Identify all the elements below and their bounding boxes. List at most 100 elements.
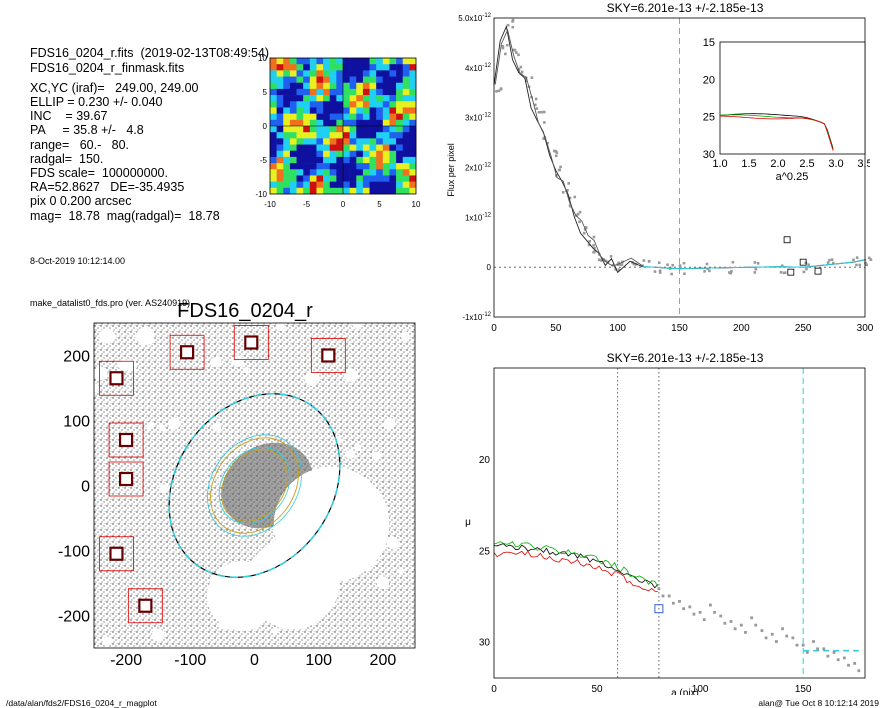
heatmap-cell <box>356 58 364 65</box>
heatmap-cell <box>409 64 417 71</box>
sb-xlabel: a (pix) <box>671 688 699 695</box>
heatmap-cell <box>316 101 324 108</box>
heatmap-cell <box>276 156 284 164</box>
flux-point <box>633 263 637 266</box>
flux-xtick: 100 <box>609 323 626 334</box>
flux-point <box>731 260 735 264</box>
flux-point <box>576 212 580 216</box>
heatmap-cell <box>336 132 344 139</box>
flux-point <box>534 97 538 101</box>
heatmap-cell <box>329 64 337 71</box>
heatmap-cell <box>270 70 277 77</box>
sb-point <box>667 594 671 598</box>
heatmap-cell <box>296 163 304 170</box>
heatmap-cell <box>356 76 364 84</box>
heatmap-cell <box>349 132 357 139</box>
flux-point <box>582 231 586 235</box>
info-line: INC = 39.67 <box>30 109 108 124</box>
heatmap-cell <box>276 163 284 170</box>
mask-blob <box>321 577 333 589</box>
heatmap-cell <box>303 58 311 65</box>
heatmap-cell <box>349 138 357 145</box>
heatmap-cell <box>289 95 297 102</box>
heatmap-cell <box>356 175 364 182</box>
inset-frame <box>719 41 866 155</box>
heatmap-cell <box>270 95 277 102</box>
sb-point <box>729 620 733 623</box>
heatmap-cell <box>356 181 364 189</box>
heatmap-cell <box>270 113 277 121</box>
galaxy-image-chart: FDS16_0204_r -200 -100 0 100 2002001000-100-… <box>58 300 416 669</box>
sb-point <box>682 607 686 611</box>
heatmap-cell <box>376 163 384 170</box>
mask-blob <box>278 601 286 608</box>
heatmap-cell <box>349 58 357 65</box>
info-line: FDS scale= 100000000. <box>30 166 168 181</box>
heatmap-ytick: -10 <box>255 190 267 199</box>
heatmap-cell <box>349 95 357 102</box>
sb-xtick: 150 <box>795 684 812 695</box>
flux-point <box>779 270 783 274</box>
heatmap-cell <box>356 64 364 71</box>
heatmap-cell <box>316 95 324 102</box>
heatmap-cell <box>309 138 317 145</box>
sb-point <box>750 616 754 620</box>
flux-point <box>869 258 873 261</box>
inset-xtick: 2.0 <box>770 158 785 170</box>
heatmap-cell <box>336 82 344 90</box>
heatmap-cell <box>402 70 410 77</box>
mask-source <box>118 471 134 487</box>
heatmap-cell <box>382 175 390 182</box>
info-lines: FDS16_0204_r.fits (2019-02-13T08:49:54) F… <box>30 46 269 222</box>
mask-box <box>310 338 346 373</box>
heatmap-cell <box>376 138 384 145</box>
heatmap-cell <box>336 175 344 182</box>
heatmap-cell <box>323 119 331 127</box>
heatmap-cell <box>349 107 357 114</box>
heatmap-cell <box>356 156 364 164</box>
heatmap-cell <box>409 101 417 108</box>
sb-xtick: 100 <box>692 684 709 695</box>
mask-blob <box>218 621 227 630</box>
heatmap-cell <box>289 107 297 114</box>
sb-point <box>770 632 774 636</box>
flux-ytick: 4x10-12 <box>465 63 492 73</box>
heatmap-cell <box>329 169 337 176</box>
heatmap-cell <box>343 70 350 77</box>
footer-stamp: alan@ Tue Oct 8 10:12:14 2019 <box>758 698 879 708</box>
mask-blob <box>307 606 320 618</box>
sb-point <box>805 651 809 654</box>
heatmap-xtick: 10 <box>412 200 421 209</box>
mask-blob <box>210 356 222 368</box>
heatmap-cell <box>343 163 350 170</box>
galaxy-title: FDS16_0204_r <box>177 300 313 322</box>
mask-blob <box>343 368 358 382</box>
heatmap-cell <box>362 175 370 182</box>
heatmap-cell <box>409 132 417 139</box>
flux-point <box>855 263 858 267</box>
flux-point <box>683 272 686 276</box>
heatmap-cell <box>276 70 284 77</box>
heatmap-cell <box>362 76 370 84</box>
heatmap-cell <box>289 138 297 145</box>
heatmap-cell <box>389 181 397 189</box>
flux-xtick: 0 <box>491 323 497 334</box>
heatmap-cell <box>309 144 317 152</box>
sb-point <box>812 640 815 643</box>
heatmap-cell <box>376 82 384 90</box>
heatmap-cell <box>296 107 304 114</box>
flux-point <box>501 46 505 50</box>
flux-point <box>678 264 682 267</box>
heatmap-cell <box>289 156 297 164</box>
flux-point <box>832 261 835 265</box>
inset-xlabel: a^0.25 <box>776 171 809 183</box>
heatmap-cell <box>309 88 317 96</box>
heatmap-cell <box>369 101 377 108</box>
heatmap-ytick: -5 <box>260 156 268 165</box>
heatmap-cell <box>323 126 331 133</box>
heatmap-cell <box>343 156 350 164</box>
heatmap-cell <box>329 58 337 65</box>
sb-ytick: 25 <box>479 546 491 557</box>
heatmap-cell <box>283 58 291 65</box>
heatmap-cell <box>303 88 311 96</box>
